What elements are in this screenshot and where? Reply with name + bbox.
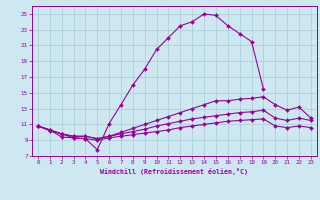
X-axis label: Windchill (Refroidissement éolien,°C): Windchill (Refroidissement éolien,°C) bbox=[100, 168, 248, 175]
